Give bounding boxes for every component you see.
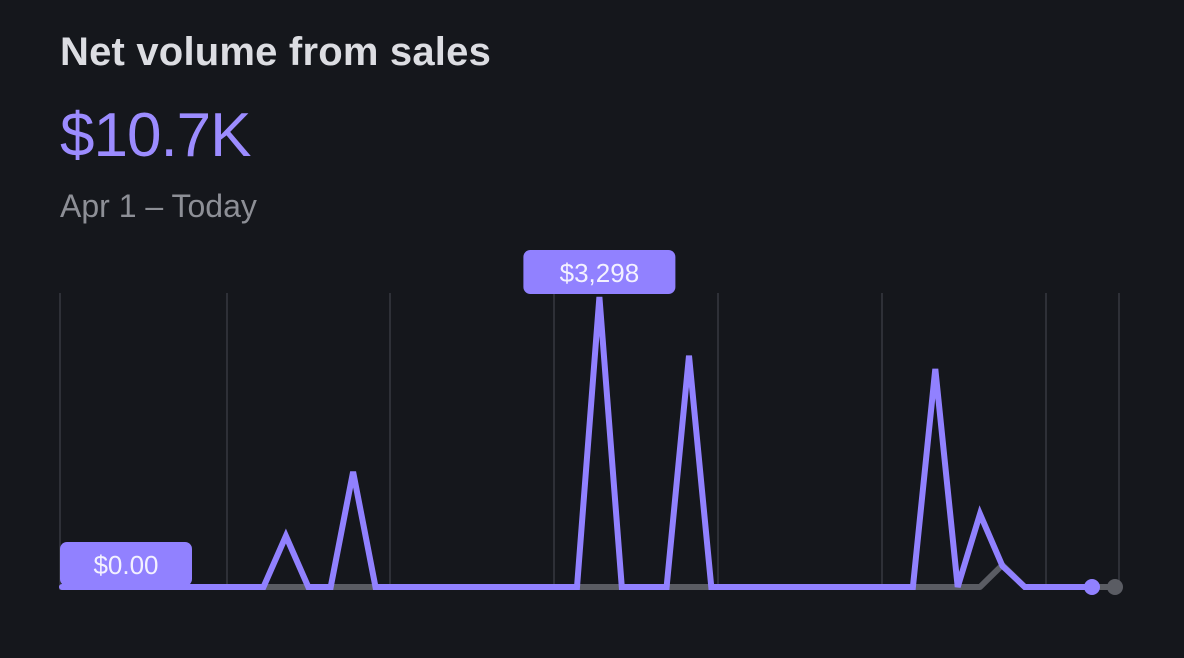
gridlines: [59, 293, 1120, 590]
total-amount: $10.7K: [60, 101, 252, 170]
chart-title: Net volume from sales: [60, 30, 492, 74]
previous-end-marker[interactable]: [1107, 579, 1123, 595]
date-range: Apr 1 – Today: [60, 188, 257, 224]
current-period-line: [59, 296, 1095, 590]
start-tooltip-box: [60, 542, 192, 586]
start-tooltip-label: $0.00: [93, 550, 158, 580]
current-end-marker[interactable]: [1084, 579, 1100, 595]
peak-tooltip: $3,298: [523, 250, 676, 294]
peak-tooltip-box: [523, 250, 676, 294]
peak-tooltip-label: $3,298: [560, 258, 640, 288]
start-tooltip: $0.00: [60, 542, 192, 586]
